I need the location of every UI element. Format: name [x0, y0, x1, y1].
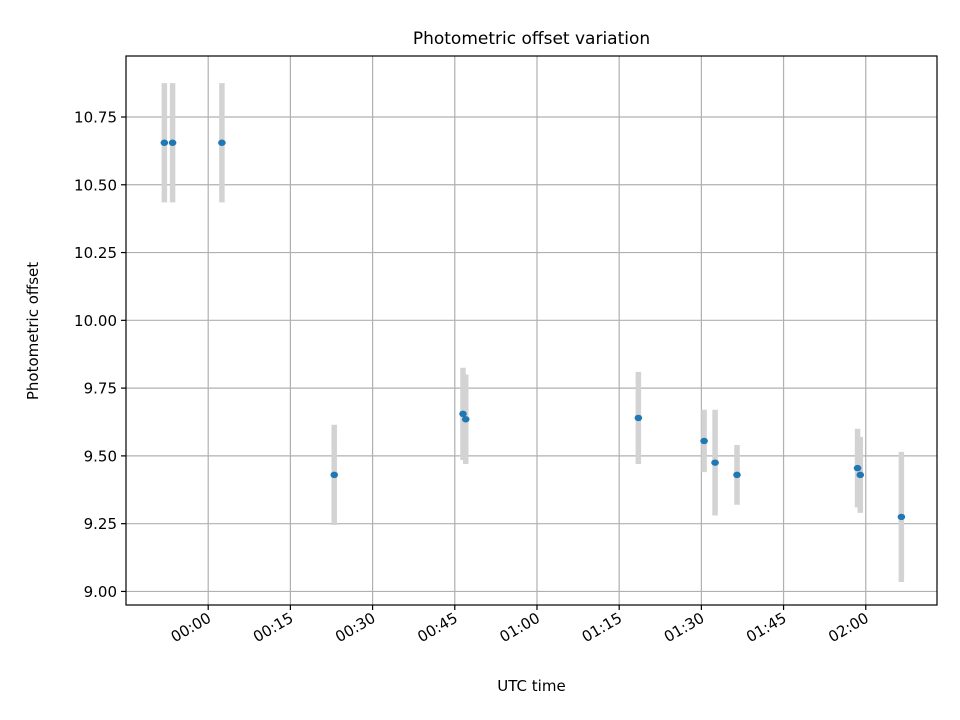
y-tick-label: 9.50 — [84, 447, 117, 465]
data-point — [854, 465, 862, 471]
y-tick-label: 9.00 — [84, 583, 117, 601]
y-tick-label: 9.75 — [84, 380, 117, 398]
x-axis-label: UTC time — [497, 677, 565, 695]
data-point — [330, 472, 338, 478]
y-tick-label: 10.75 — [74, 109, 117, 127]
data-point — [161, 140, 169, 146]
data-point — [856, 472, 864, 478]
data-point — [898, 514, 906, 520]
data-point — [169, 140, 177, 146]
chart-title: Photometric offset variation — [413, 29, 650, 49]
y-axis-label: Photometric offset — [24, 262, 42, 400]
data-point — [711, 459, 719, 465]
y-tick-label: 10.25 — [74, 244, 117, 262]
data-point — [462, 416, 470, 422]
y-tick-label: 10.00 — [74, 312, 117, 330]
y-tick-label: 10.50 — [74, 176, 117, 194]
y-tick-label: 9.25 — [84, 515, 117, 533]
data-point — [635, 415, 643, 421]
data-point — [733, 472, 741, 478]
data-point — [700, 438, 708, 444]
data-point — [218, 140, 226, 146]
